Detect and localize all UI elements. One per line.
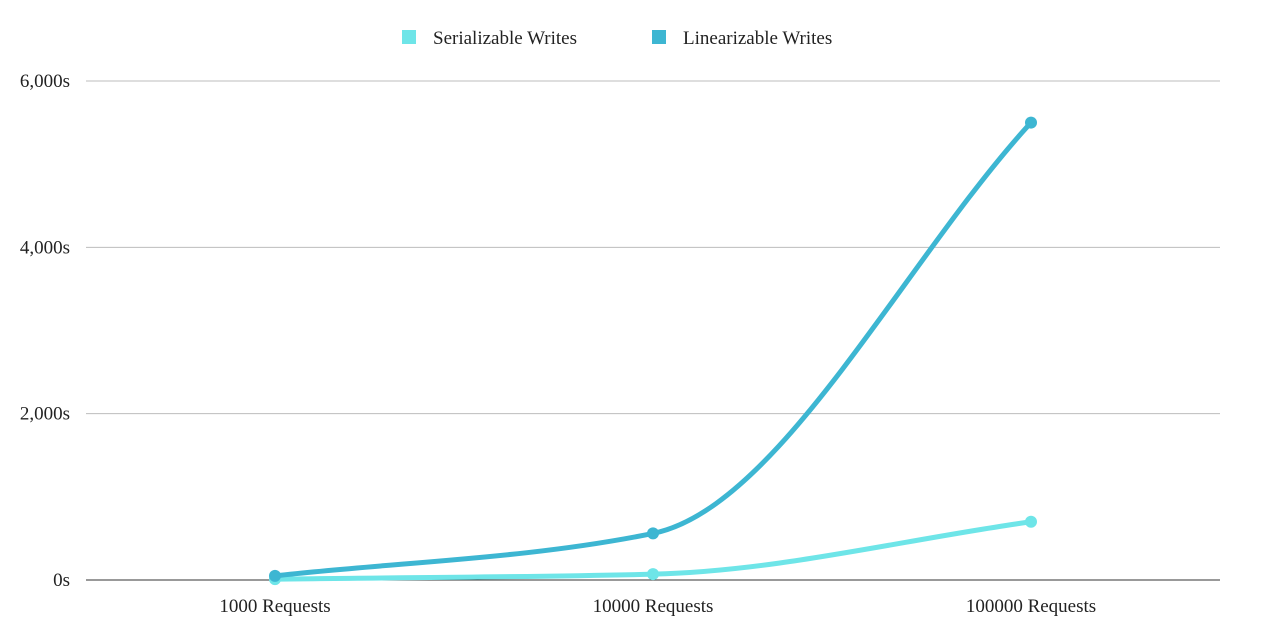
legend-label: Linearizable Writes xyxy=(683,28,832,49)
y-axis-labels: 0s 2,000s 4,000s 6,000s xyxy=(20,71,70,591)
legend-item[interactable]: Serializable Writes xyxy=(402,28,577,49)
legend-swatch xyxy=(402,30,416,44)
y-tick-label: 6,000s xyxy=(20,71,70,92)
x-tick-label: 10000 Requests xyxy=(593,596,714,617)
y-tick-label: 4,000s xyxy=(20,237,70,258)
data-point[interactable] xyxy=(1025,515,1037,528)
series-line xyxy=(272,120,1034,579)
data-point[interactable] xyxy=(1025,116,1037,129)
gridlines xyxy=(86,80,1220,581)
x-tick-label: 1000 Requests xyxy=(219,596,330,617)
legend-swatch xyxy=(652,30,666,44)
y-tick-label: 2,000s xyxy=(20,404,70,425)
data-point[interactable] xyxy=(269,569,281,582)
series-serializable-writes xyxy=(269,515,1037,586)
legend-label: Serializable Writes xyxy=(433,28,577,49)
x-axis-labels: 1000 Requests 10000 Requests 100000 Reques… xyxy=(219,596,1096,617)
y-tick-label: 0s xyxy=(53,570,70,591)
series-linearizable-writes xyxy=(269,116,1037,582)
x-tick-label: 100000 Requests xyxy=(966,596,1096,617)
legend[interactable]: Serializable Writes Linearizable Writes xyxy=(402,28,832,49)
legend-item[interactable]: Linearizable Writes xyxy=(652,28,832,49)
data-point[interactable] xyxy=(647,568,659,581)
series-group xyxy=(269,116,1037,586)
data-point[interactable] xyxy=(647,527,659,540)
